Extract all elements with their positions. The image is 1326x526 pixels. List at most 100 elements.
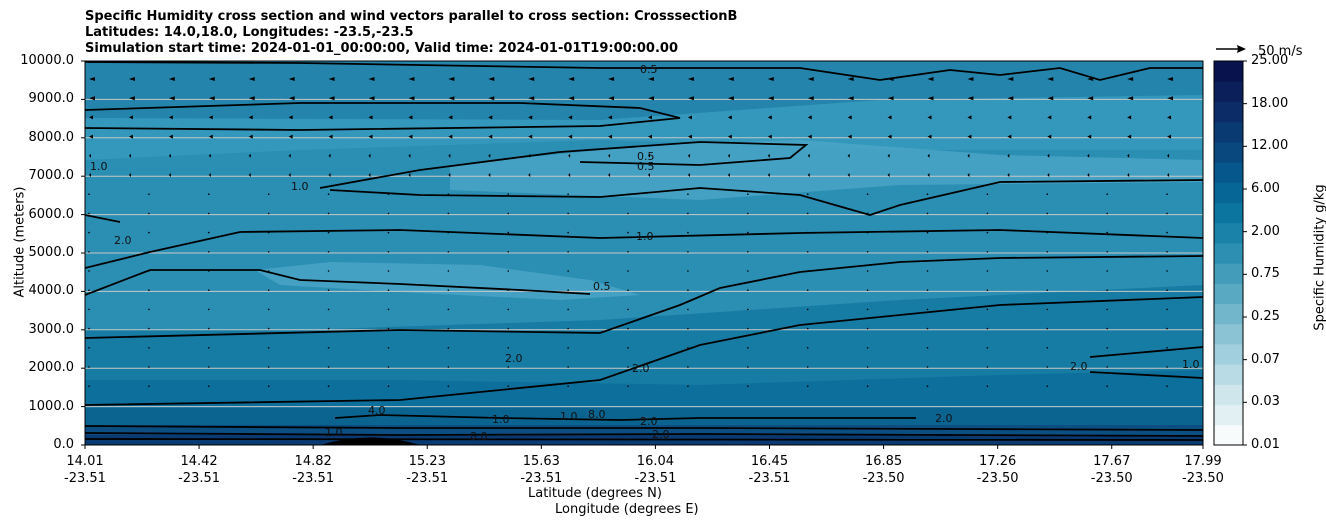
y-tick-label: 4000.0: [28, 283, 75, 299]
wind-arrow: [986, 385, 989, 388]
wind-arrow: [926, 347, 929, 349]
wind-arrow: [207, 193, 210, 195]
wind-arrow: [89, 115, 93, 120]
colorbar-tick-label: 25.00: [1251, 53, 1289, 68]
wind-arrow: [507, 270, 510, 272]
wind-arrow: [747, 308, 749, 311]
wind-arrow: [507, 366, 510, 368]
wind-arrow: [927, 115, 932, 120]
wind-arrow: [1167, 115, 1172, 120]
wind-arrow: [387, 289, 390, 292]
wind-arrow: [267, 385, 270, 388]
wind-arrow: [327, 366, 330, 368]
wind-arrow: [986, 308, 989, 311]
wind-arrow: [528, 77, 535, 81]
wind-arrow: [767, 173, 770, 177]
wind-arrow: [1127, 115, 1132, 120]
wind-arrow: [447, 289, 450, 292]
wind-arrow: [207, 327, 210, 330]
wind-arrow: [1007, 77, 1014, 81]
wind-arrow: [927, 153, 930, 158]
wind-arrow: [567, 385, 569, 388]
colorbar-tick-label: 12.00: [1251, 138, 1289, 154]
wind-arrow: [288, 173, 291, 177]
wind-arrow: [767, 77, 774, 81]
wind-arrow: [806, 212, 809, 215]
wind-arrow: [488, 134, 493, 139]
contour-line: [319, 141, 809, 189]
wind-arrow: [248, 173, 251, 177]
wind-arrow: [488, 115, 493, 120]
wind-arrow: [1047, 96, 1054, 101]
wind-arrow: [1166, 212, 1168, 215]
wind-arrow: [767, 115, 772, 120]
wind-arrow: [727, 77, 734, 81]
wind-arrow: [447, 347, 450, 349]
wind-arrow: [866, 231, 869, 234]
contour-label: 0.5: [593, 280, 611, 293]
wind-arrow: [507, 327, 510, 330]
wind-arrow: [88, 366, 90, 368]
wind-arrow: [567, 193, 569, 195]
wind-arrow: [448, 134, 453, 139]
wind-arrow: [847, 96, 854, 101]
wind-arrow: [747, 212, 749, 215]
wind-arrow: [986, 270, 989, 272]
wind-arrow: [207, 347, 210, 349]
wind-arrow: [568, 134, 573, 139]
wind-arrow: [806, 193, 809, 195]
wind-arrow: [986, 366, 989, 368]
wind-arrow: [327, 289, 330, 292]
wind-arrow: [1087, 96, 1094, 101]
wind-arrow: [447, 251, 450, 253]
contour-label: 0.5: [637, 160, 655, 173]
wind-arrow: [608, 134, 613, 139]
wind-arrow: [1106, 385, 1108, 388]
wind-arrow: [687, 153, 690, 158]
contour-label: 2.0: [640, 415, 658, 428]
wind-arrow: [807, 115, 812, 120]
wind-arrow: [767, 153, 770, 158]
wind-arrow: [387, 308, 390, 311]
colorbar-segment: [1214, 424, 1243, 446]
wind-arrow: [288, 134, 293, 139]
wind-arrow: [207, 270, 210, 272]
wind-arrow: [1106, 289, 1108, 292]
colorbar-segment: [1214, 283, 1243, 305]
wind-arrow: [608, 96, 615, 101]
wind-arrow: [747, 270, 749, 272]
contour-line: [85, 102, 681, 131]
colorbar-segment: [1214, 343, 1243, 365]
y-tick-label: 8000.0: [28, 129, 75, 145]
wind-arrow: [887, 153, 890, 158]
wind-arrow: [288, 153, 291, 158]
wind-arrow: [447, 231, 450, 234]
contour-label: 2.0: [935, 412, 953, 425]
colorbar-frame: [1213, 60, 1244, 446]
colorbar-tick-label: 0.01: [1251, 437, 1280, 452]
colorbar-segment: [1214, 101, 1243, 123]
wind-arrow: [687, 366, 689, 368]
x-ticks: [84, 445, 1204, 449]
y-tick-label: 9000.0: [28, 91, 75, 107]
wind-arrow: [1166, 193, 1168, 195]
wind-arrow: [986, 251, 989, 253]
wind-arrow: [89, 77, 95, 81]
colorbar-tick-label: 18.00: [1251, 95, 1289, 111]
wind-arrow: [148, 231, 150, 234]
wind-arrow: [1106, 212, 1108, 215]
y-tick-label: 0.0: [53, 437, 74, 452]
wind-arrow: [866, 193, 869, 195]
wind-arrow: [986, 193, 989, 195]
wind-arrow: [807, 77, 814, 81]
wind-arrow: [89, 153, 91, 158]
contour-line: [1089, 346, 1203, 358]
wind-arrow: [387, 270, 390, 272]
wind-arrow: [747, 231, 749, 234]
wind-arrow: [567, 231, 569, 234]
x-tick-label: 16.85 -23.50: [862, 454, 905, 486]
wind-arrow: [866, 289, 869, 292]
wind-arrow: [448, 96, 455, 101]
contour-label: 1.0: [325, 426, 343, 439]
wind-arrow: [327, 231, 330, 234]
